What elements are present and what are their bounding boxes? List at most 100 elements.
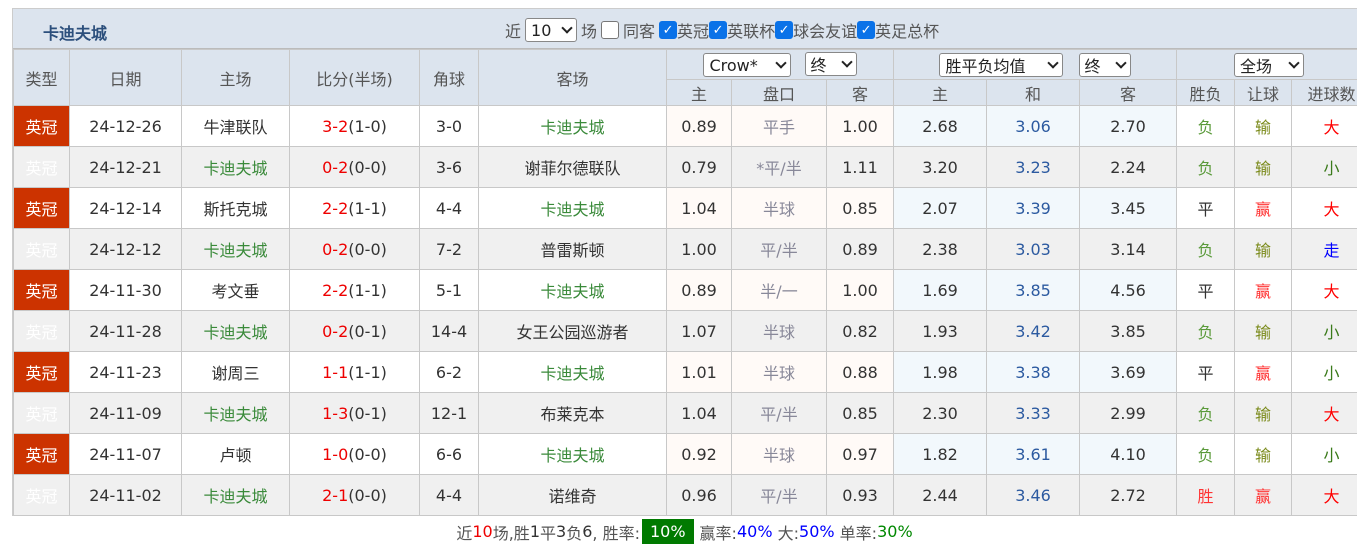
home-team[interactable]: 牛津联队 [181, 105, 290, 147]
win-odds: 1.98 [893, 351, 987, 393]
home-team[interactable]: 卡迪夫城 [181, 392, 290, 434]
league-type[interactable]: 英冠 [13, 146, 70, 188]
half-time-score: (1-1) [348, 280, 387, 300]
handicap-home-odds: 1.07 [666, 310, 732, 352]
full-time-score: 2-2 [322, 280, 349, 300]
result: 平 [1176, 187, 1235, 229]
handicap-away-odds: 1.00 [826, 269, 894, 311]
home-team[interactable]: 卡迪夫城 [181, 310, 290, 352]
away-team[interactable]: 谢菲尔德联队 [478, 146, 667, 188]
league-type[interactable]: 英冠 [13, 187, 70, 229]
half-time-score: (0-0) [348, 239, 387, 259]
half-time-score: (0-0) [348, 485, 387, 505]
handicap-result: 赢 [1234, 269, 1292, 311]
away-team[interactable]: 普雷斯顿 [478, 228, 667, 270]
over-under-result: 大 [1291, 474, 1357, 516]
half-time-score: (1-1) [348, 198, 387, 218]
home-team[interactable]: 卡迪夫城 [181, 474, 290, 516]
draw-odds: 3.03 [986, 228, 1080, 270]
corners: 6-2 [419, 351, 479, 393]
match-date: 24-11-23 [69, 351, 182, 393]
table-row: 英冠 24-11-02 卡迪夫城 2-1(0-0) 4-4 诺维奇 0.96 平… [13, 474, 1357, 516]
home-team[interactable]: 卡迪夫城 [181, 228, 290, 270]
summary-count: 10 [472, 522, 493, 541]
summary-text: 大: [777, 523, 800, 543]
col-date: 日期 [69, 49, 182, 106]
home-team[interactable]: 卢顿 [181, 433, 290, 475]
corners: 4-4 [419, 474, 479, 516]
score[interactable]: 2-2(1-1) [289, 187, 420, 229]
result: 负 [1176, 228, 1235, 270]
home-team[interactable]: 考文垂 [181, 269, 290, 311]
handicap-away-odds: 0.93 [826, 474, 894, 516]
handicap-final-select[interactable]: 终 [804, 51, 857, 76]
league-type[interactable]: 英冠 [13, 228, 70, 270]
league-type[interactable]: 英冠 [13, 392, 70, 434]
win-odds: 2.30 [893, 392, 987, 434]
league-checkbox[interactable]: ✓ [709, 21, 728, 39]
handicap-line: 半球 [731, 433, 827, 475]
result: 负 [1176, 433, 1235, 475]
over-under-result: 大 [1291, 105, 1357, 147]
home-team[interactable]: 斯托克城 [181, 187, 290, 229]
loss-odds: 2.72 [1079, 474, 1177, 516]
full-time-score: 3-2 [322, 116, 349, 136]
odds-type-select[interactable]: 胜平负均值 [939, 52, 1064, 77]
corners: 5-1 [419, 269, 479, 311]
away-team[interactable]: 卡迪夫城 [478, 105, 667, 147]
league-type[interactable]: 英冠 [13, 351, 70, 393]
league-checkbox[interactable]: ✓ [659, 21, 678, 39]
league-type[interactable]: 英冠 [13, 433, 70, 475]
away-team[interactable]: 卡迪夫城 [478, 187, 667, 229]
away-team[interactable]: 卡迪夫城 [478, 433, 667, 475]
odds-type-value: 胜平负均值 [945, 56, 1026, 76]
summary-text: 平 [540, 523, 557, 543]
away-team[interactable]: 布莱克本 [478, 392, 667, 434]
score[interactable]: 1-3(0-1) [289, 392, 420, 434]
away-team[interactable]: 女王公园巡游者 [478, 310, 667, 352]
score[interactable]: 2-1(0-0) [289, 474, 420, 516]
full-time-score: 2-1 [322, 485, 349, 505]
match-date: 24-12-21 [69, 146, 182, 188]
over-under-result: 小 [1291, 310, 1357, 352]
full-time-score: 1-1 [322, 362, 349, 382]
summary-text: 场,胜 [492, 523, 530, 543]
full-time-score: 0-2 [322, 239, 349, 259]
match-date: 24-12-14 [69, 187, 182, 229]
loss-odds: 3.45 [1079, 187, 1177, 229]
company-select[interactable]: Crow* [703, 53, 792, 78]
score[interactable]: 1-1(1-1) [289, 351, 420, 393]
league-label: 球会友谊 [793, 22, 858, 41]
draw-odds: 3.61 [986, 433, 1080, 475]
same-away-checkbox[interactable] [601, 21, 620, 39]
home-team[interactable]: 谢周三 [181, 351, 290, 393]
score[interactable]: 3-2(1-0) [289, 105, 420, 147]
score[interactable]: 0-2(0-0) [289, 228, 420, 270]
summary-text: 近 [456, 523, 473, 543]
handicap-result: 赢 [1234, 187, 1292, 229]
league-type[interactable]: 英冠 [13, 474, 70, 516]
match-count-select[interactable]: 10 [525, 18, 578, 42]
win-odds: 2.07 [893, 187, 987, 229]
home-team[interactable]: 卡迪夫城 [181, 146, 290, 188]
handicap-line: *平/半 [731, 146, 827, 188]
league-type[interactable]: 英冠 [13, 269, 70, 311]
loss-odds: 3.14 [1079, 228, 1177, 270]
score[interactable]: 0-2(0-0) [289, 146, 420, 188]
result: 负 [1176, 105, 1235, 147]
league-checkbox[interactable]: ✓ [857, 21, 876, 39]
col-away: 客场 [478, 49, 667, 106]
score[interactable]: 1-0(0-0) [289, 433, 420, 475]
period-select[interactable]: 全场 [1234, 52, 1304, 77]
score[interactable]: 2-2(1-1) [289, 269, 420, 311]
score[interactable]: 0-2(0-1) [289, 310, 420, 352]
odds-final-select[interactable]: 终 [1078, 52, 1131, 77]
away-team[interactable]: 卡迪夫城 [478, 351, 667, 393]
league-type[interactable]: 英冠 [13, 310, 70, 352]
away-team[interactable]: 诺维奇 [478, 474, 667, 516]
away-team[interactable]: 卡迪夫城 [478, 269, 667, 311]
league-checkbox[interactable]: ✓ [775, 21, 794, 39]
league-type[interactable]: 英冠 [13, 105, 70, 147]
subheader: 客 [1079, 79, 1177, 106]
result: 平 [1176, 269, 1235, 311]
